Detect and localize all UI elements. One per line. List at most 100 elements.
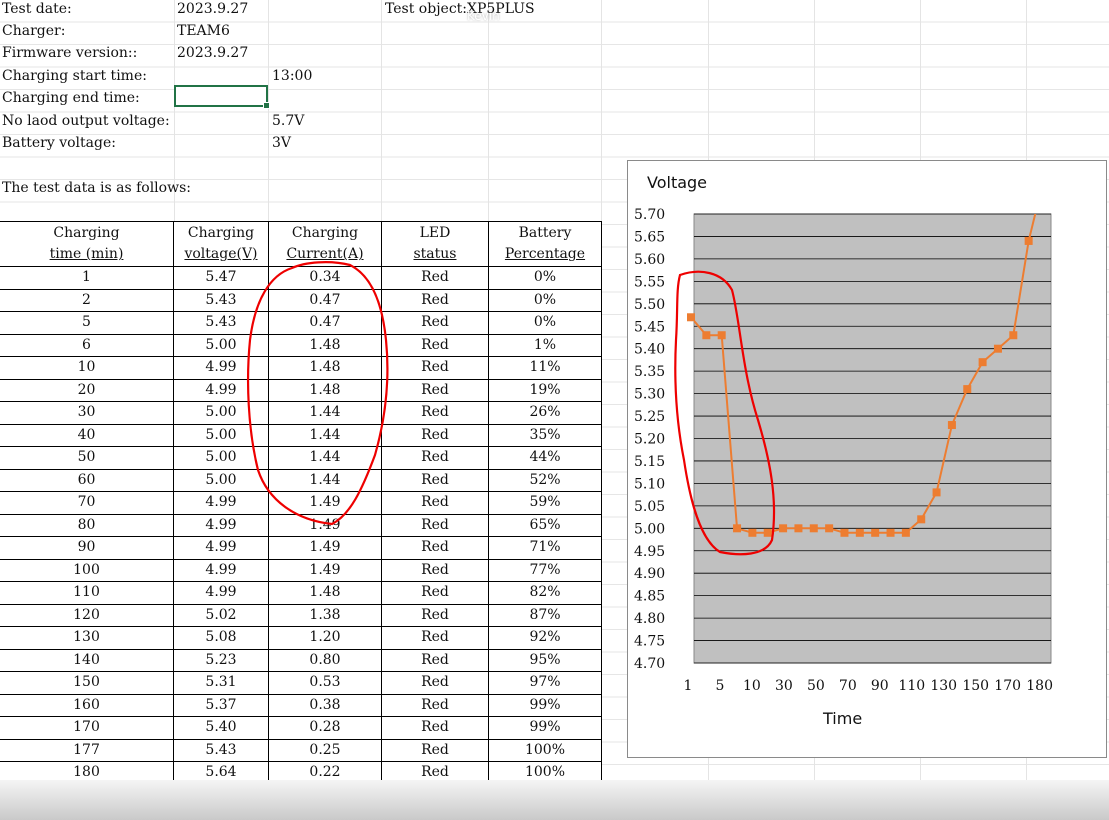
cell-voltage[interactable]: 5.00	[173, 333, 269, 357]
cell-led[interactable]: Red	[381, 446, 489, 470]
cell-voltage[interactable]: 5.40	[173, 716, 269, 740]
cell-time[interactable]: 5	[0, 311, 174, 335]
cell-voltage[interactable]: 4.99	[173, 491, 269, 515]
cell-led[interactable]: Red	[381, 311, 489, 335]
cell-voltage[interactable]: 4.99	[173, 378, 269, 402]
cell-voltage[interactable]: 5.43	[173, 311, 269, 335]
start-time-value[interactable]: 13:00	[272, 68, 313, 84]
cell-time[interactable]: 110	[0, 581, 174, 605]
cell-time[interactable]: 150	[0, 671, 174, 695]
cell-led[interactable]: Red	[381, 401, 489, 425]
cell-current[interactable]: 1.20	[268, 626, 382, 650]
cell-time[interactable]: 80	[0, 513, 174, 537]
cell-time[interactable]: 120	[0, 603, 174, 627]
cell-time[interactable]: 20	[0, 378, 174, 402]
cell-current[interactable]: 1.48	[268, 581, 382, 605]
cell-led[interactable]: Red	[381, 356, 489, 380]
cell-led[interactable]: Red	[381, 738, 489, 762]
cell-voltage[interactable]: 5.08	[173, 626, 269, 650]
header-led[interactable]: LED status	[381, 221, 489, 267]
cell-battery[interactable]: 100%	[488, 761, 602, 785]
cell-time[interactable]: 70	[0, 491, 174, 515]
cell-led[interactable]: Red	[381, 288, 489, 312]
cell-current[interactable]: 1.44	[268, 423, 382, 447]
cell-battery[interactable]: 44%	[488, 446, 602, 470]
cell-led[interactable]: Red	[381, 491, 489, 515]
cell-voltage[interactable]: 5.00	[173, 446, 269, 470]
cell-time[interactable]: 130	[0, 626, 174, 650]
cell-battery[interactable]: 26%	[488, 401, 602, 425]
cell-battery[interactable]: 0%	[488, 266, 602, 290]
cell-time[interactable]: 2	[0, 288, 174, 312]
cell-voltage[interactable]: 5.02	[173, 603, 269, 627]
cell-voltage[interactable]: 4.99	[173, 356, 269, 380]
cell-led[interactable]: Red	[381, 378, 489, 402]
cell-current[interactable]: 1.44	[268, 446, 382, 470]
cell-battery[interactable]: 100%	[488, 738, 602, 762]
cell-voltage[interactable]: 5.23	[173, 648, 269, 672]
cell-current[interactable]: 1.49	[268, 491, 382, 515]
cell-led[interactable]: Red	[381, 716, 489, 740]
cell-voltage[interactable]: 5.43	[173, 738, 269, 762]
charger-label[interactable]: Charger:	[2, 23, 66, 39]
cell-voltage[interactable]: 5.00	[173, 423, 269, 447]
cell-battery[interactable]: 1%	[488, 333, 602, 357]
cell-battery[interactable]: 19%	[488, 378, 602, 402]
cell-led[interactable]: Red	[381, 333, 489, 357]
cell-time[interactable]: 90	[0, 536, 174, 560]
selected-cell[interactable]	[174, 85, 270, 109]
cell-time[interactable]: 10	[0, 356, 174, 380]
cell-battery[interactable]: 99%	[488, 693, 602, 717]
cell-voltage[interactable]: 5.00	[173, 468, 269, 492]
cell-time[interactable]: 40	[0, 423, 174, 447]
cell-voltage[interactable]: 5.31	[173, 671, 269, 695]
cell-time[interactable]: 100	[0, 558, 174, 582]
header-time[interactable]: Charging time (min)	[0, 221, 174, 267]
cell-current[interactable]: 0.47	[268, 288, 382, 312]
intro-text[interactable]: The test data is as follows:	[2, 180, 191, 196]
cell-led[interactable]: Red	[381, 581, 489, 605]
firmware-label[interactable]: Firmware version::	[2, 45, 138, 61]
cell-current[interactable]: 1.48	[268, 378, 382, 402]
test-date-label[interactable]: Test date:	[2, 1, 72, 17]
cell-current[interactable]: 0.80	[268, 648, 382, 672]
cell-led[interactable]: Red	[381, 761, 489, 785]
cell-battery[interactable]: 77%	[488, 558, 602, 582]
firmware-value[interactable]: 2023.9.27	[177, 45, 249, 61]
cell-current[interactable]: 1.48	[268, 356, 382, 380]
cell-voltage[interactable]: 5.00	[173, 401, 269, 425]
cell-led[interactable]: Red	[381, 671, 489, 695]
end-time-label[interactable]: Charging end time:	[2, 90, 140, 106]
battery-voltage-label[interactable]: Battery voltage:	[2, 135, 116, 151]
cell-battery[interactable]: 0%	[488, 288, 602, 312]
cell-battery[interactable]: 82%	[488, 581, 602, 605]
cell-current[interactable]: 0.47	[268, 311, 382, 335]
cell-battery[interactable]: 71%	[488, 536, 602, 560]
cell-led[interactable]: Red	[381, 648, 489, 672]
start-time-label[interactable]: Charging start time:	[2, 68, 147, 84]
cell-voltage[interactable]: 4.99	[173, 513, 269, 537]
cell-current[interactable]: 1.38	[268, 603, 382, 627]
cell-time[interactable]: 140	[0, 648, 174, 672]
cell-battery[interactable]: 65%	[488, 513, 602, 537]
cell-led[interactable]: Red	[381, 423, 489, 447]
cell-voltage[interactable]: 4.99	[173, 581, 269, 605]
voltage-chart[interactable]: Voltage 5.70 5.65 5.60 5.55 5.50 5.45 5.40 5.35…	[627, 160, 1107, 758]
cell-voltage[interactable]: 4.99	[173, 558, 269, 582]
cell-voltage[interactable]: 5.43	[173, 288, 269, 312]
cell-led[interactable]: Red	[381, 558, 489, 582]
cell-battery[interactable]: 35%	[488, 423, 602, 447]
cell-voltage[interactable]: 4.99	[173, 536, 269, 560]
cell-voltage[interactable]: 5.47	[173, 266, 269, 290]
cell-current[interactable]: 0.53	[268, 671, 382, 695]
cell-voltage[interactable]: 5.37	[173, 693, 269, 717]
cell-time[interactable]: 177	[0, 738, 174, 762]
cell-time[interactable]: 160	[0, 693, 174, 717]
header-voltage[interactable]: Charging voltage(V)	[173, 221, 269, 267]
cell-current[interactable]: 0.28	[268, 716, 382, 740]
cell-time[interactable]: 60	[0, 468, 174, 492]
cell-time[interactable]: 170	[0, 716, 174, 740]
cell-battery[interactable]: 99%	[488, 716, 602, 740]
cell-battery[interactable]: 87%	[488, 603, 602, 627]
cell-battery[interactable]: 92%	[488, 626, 602, 650]
